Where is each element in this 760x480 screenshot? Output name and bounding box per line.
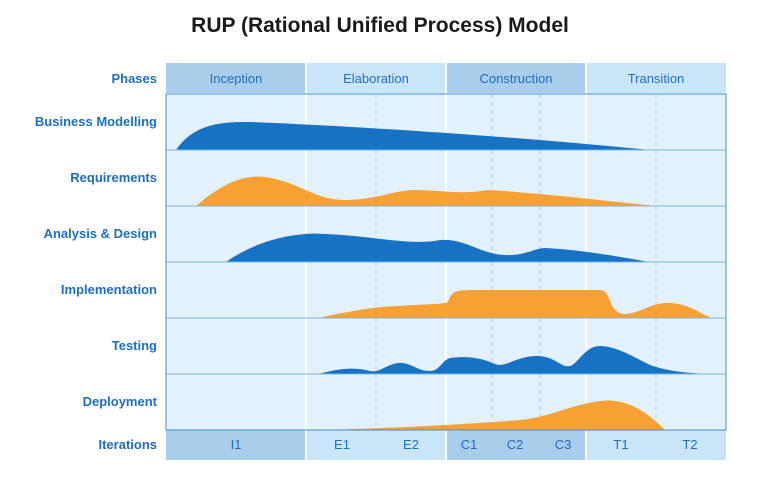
- iteration-label-c1: C1: [460, 437, 478, 452]
- iteration-band-elaboration: [306, 430, 446, 460]
- curve-testing: [318, 346, 706, 374]
- phase-band-transition: [586, 63, 726, 93]
- curve-deployment: [318, 400, 665, 430]
- iteration-label-i1: I1: [230, 437, 242, 452]
- diagram-title: RUP (Rational Unified Process) Model: [191, 14, 569, 37]
- discipline-label-implementation: Implementation: [60, 282, 157, 297]
- iteration-band-inception: [166, 430, 306, 460]
- phase-band-inception: [166, 63, 306, 93]
- phase-label-construction: Construction: [479, 71, 553, 86]
- curve-business-modelling: [176, 122, 650, 150]
- row-separators: [166, 149, 726, 375]
- discipline-label-requirements: Requirements: [70, 170, 157, 185]
- curve-implementation: [318, 290, 712, 318]
- curve-requirements: [196, 176, 655, 206]
- discipline-label-testing: Testing: [111, 338, 157, 353]
- iterations-label: Iterations: [98, 437, 157, 452]
- iteration-label-e2: E2: [403, 437, 419, 452]
- phase-label-transition: Transition: [627, 71, 685, 86]
- phase-label-inception: Inception: [209, 71, 263, 86]
- iteration-label-c2: C2: [506, 437, 524, 452]
- iteration-band-construction: [446, 430, 586, 460]
- iteration-label-t1: T1: [613, 437, 629, 452]
- discipline-label-analysis-design: Analysis & Design: [43, 226, 157, 241]
- phase-band-construction: [446, 63, 586, 93]
- phase-label-elaboration: Elaboration: [343, 71, 409, 86]
- discipline-label-deployment: Deployment: [82, 394, 157, 409]
- phase-band-elaboration: [306, 63, 446, 93]
- phases-label: Phases: [111, 71, 157, 86]
- curve-analysis-design: [226, 233, 650, 262]
- iteration-label-c3: C3: [554, 437, 572, 452]
- rows-frame: [165, 93, 727, 431]
- iteration-label-t2: T2: [682, 437, 698, 452]
- iteration-label-e1: E1: [334, 437, 350, 452]
- iteration-band-transition: [586, 430, 726, 460]
- discipline-label-business-modelling: Business Modelling: [34, 114, 157, 129]
